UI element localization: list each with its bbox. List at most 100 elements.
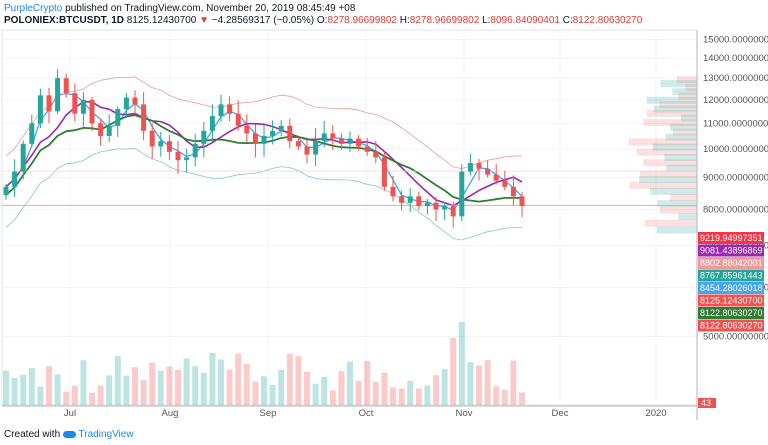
footer: Created with TradingView (4, 428, 134, 441)
candle-body (330, 133, 336, 139)
candle-body (201, 130, 207, 144)
profile-bar (647, 109, 697, 117)
volume-bar (372, 381, 379, 405)
profile-bar (659, 101, 697, 109)
candle-body (149, 130, 155, 147)
candle-body (321, 133, 327, 142)
candle-body (510, 186, 516, 197)
price-tag (698, 269, 764, 282)
volume-bar (338, 371, 345, 405)
candle-body (399, 196, 405, 203)
candle-body (442, 206, 448, 210)
chart-grid (1, 29, 698, 406)
x-tick-label: Oct (359, 408, 374, 419)
candle-body (356, 138, 362, 147)
last-price: 8125.12430700 (126, 15, 197, 26)
volume-badge-label: 43 (701, 398, 711, 408)
candle-body (80, 99, 86, 114)
price-tag (698, 319, 764, 332)
volume-bar (11, 378, 18, 405)
close-value: 8122.80630270 (572, 15, 643, 26)
volume-bar (28, 367, 35, 405)
price-tag (698, 244, 764, 257)
volume-bar (80, 360, 87, 405)
y-tick-label: 11000.00000000 (703, 118, 768, 129)
candle-body (227, 104, 233, 114)
volume-bar (364, 361, 371, 405)
candle-body (55, 78, 61, 112)
indicator-lines (2, 76, 697, 241)
volume-bar (183, 358, 190, 405)
candle-body (244, 125, 250, 134)
volume-bar (450, 337, 457, 405)
volume-badge (698, 398, 716, 408)
price-tag (698, 282, 764, 294)
x-axis: Jul Aug Sep Oct Nov Dec 2020 (2, 405, 697, 419)
price-tag (698, 232, 764, 244)
candle-body (476, 163, 482, 169)
candle-body (485, 168, 491, 175)
publish-info: PurpleCrypto published on TradingView.co… (4, 2, 355, 15)
created-with: Created with (4, 429, 61, 440)
candle-body (115, 108, 121, 126)
profile-bar (660, 80, 697, 88)
volume-bar (149, 362, 156, 405)
price-tag-label: 8125.12430700 (700, 296, 763, 306)
x-tick-label: Dec (552, 408, 569, 419)
volume-bar (304, 371, 310, 405)
candle-body (37, 95, 43, 124)
symbol: POLONIEX:BTCUSDT, 1D (4, 15, 125, 26)
volume-bar (295, 356, 302, 405)
y-tick-label: 12000.00000000 (703, 95, 768, 106)
volume-bar (269, 384, 276, 405)
l-label: L: (482, 15, 491, 26)
x-tick-label: Nov (456, 408, 473, 419)
profile-bar (678, 92, 697, 100)
candle-body (381, 157, 387, 187)
price-tag (698, 257, 764, 269)
volume-bar (519, 392, 525, 405)
price-tag-label: 8122.80630270 (700, 321, 763, 331)
candle-body (3, 186, 9, 196)
brand[interactable]: TradingView (78, 429, 134, 440)
plot-frame (1, 29, 698, 406)
volume-bar (441, 369, 448, 405)
price-tag (698, 307, 764, 319)
candle-body (209, 116, 215, 131)
profile-bar (646, 96, 697, 104)
tradingview-logo-icon (62, 430, 76, 438)
candle-body (493, 174, 499, 181)
y-tick-label: 9000.00000000 (703, 173, 768, 184)
volume-bar (37, 386, 44, 405)
volume-bar (312, 383, 319, 405)
profile-bar (673, 128, 697, 136)
candle-body (313, 141, 319, 155)
candle-body (519, 196, 525, 207)
x-tick-label: Jul (64, 408, 76, 419)
profile-bar (643, 159, 697, 167)
volume-bar (192, 366, 199, 405)
volume-bar (243, 364, 250, 405)
volume-bar (501, 389, 508, 405)
author-link[interactable]: PurpleCrypto (4, 3, 63, 14)
profile-bar (644, 219, 697, 227)
price-tags: 9219.94997351 9081.43896869 8802.88042001 8… (698, 232, 764, 408)
volume-bar (46, 366, 52, 405)
volume-bars (3, 321, 525, 405)
volume-bar (89, 392, 95, 405)
candle-body (295, 141, 301, 147)
candle-body (166, 141, 172, 152)
y-tick-label: 14000.00000000 (703, 53, 768, 64)
candle-body (192, 143, 198, 158)
profile-bar (650, 187, 697, 195)
candle-body (235, 113, 241, 126)
profile-bar (652, 143, 697, 151)
volume-bar (157, 370, 164, 405)
profile-bar (664, 153, 697, 161)
volume-bar (329, 390, 336, 405)
candle-body (184, 157, 190, 161)
volume-bar (493, 386, 500, 405)
candle-body (450, 206, 456, 217)
published-text: published on TradingView.com, November 2… (65, 3, 356, 14)
